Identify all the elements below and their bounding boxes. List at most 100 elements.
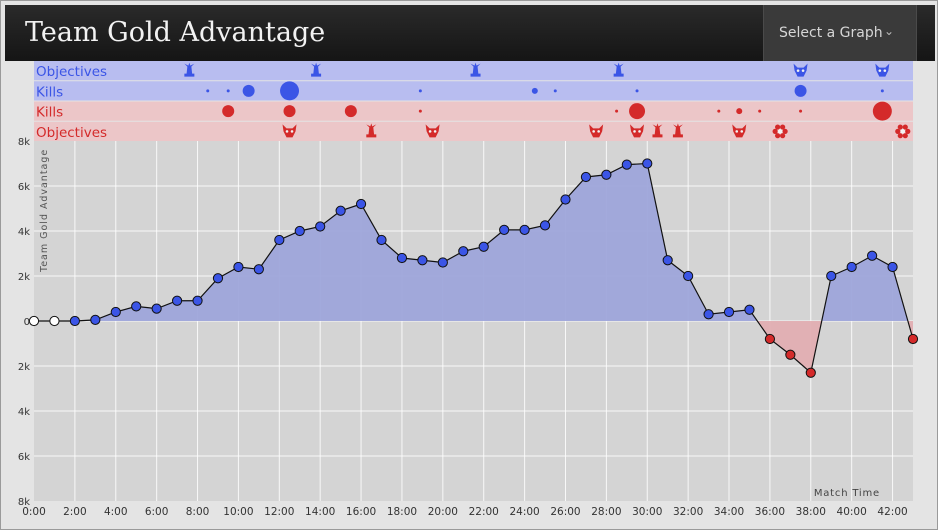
inhibitor-petal: [782, 128, 788, 134]
blue-kill-marker: [880, 89, 884, 93]
dragon-icon: [732, 124, 747, 138]
red-kill-marker: [758, 109, 762, 113]
data-point: [723, 306, 735, 318]
x-tick-label: 2:00: [63, 506, 87, 518]
inhibitor-petal: [775, 133, 781, 139]
monster-eye: [285, 130, 289, 133]
data-point: [253, 264, 264, 275]
data-point: [846, 261, 857, 273]
tower-shape: [470, 62, 481, 76]
monster-eye: [290, 130, 294, 133]
monster-eye: [801, 69, 805, 72]
chevron-down-icon: ⌄: [884, 24, 895, 38]
y-tick-label: 2k: [18, 362, 30, 373]
monster-eye: [597, 130, 600, 133]
x-tick-label: 20:00: [428, 506, 458, 518]
y-tick-label: 6k: [18, 452, 30, 463]
data-point: [785, 349, 796, 360]
inhibitor-icon: [772, 124, 788, 139]
monster-eye: [878, 69, 882, 72]
monster-eye: [735, 130, 739, 133]
x-tick-label: 16:00: [346, 506, 376, 518]
inhibitor-petal: [780, 124, 786, 130]
x-tick-label: 4:00: [104, 506, 128, 518]
x-tick-label: 42:00: [877, 506, 907, 518]
data-point: [192, 295, 203, 306]
data-point: [335, 205, 346, 216]
blue-kill-marker: [635, 89, 639, 93]
monster-head: [425, 124, 440, 138]
red-kill-marker: [736, 108, 743, 115]
data-point: [90, 314, 101, 325]
dragon-icon: [282, 124, 297, 138]
x-tick-label: 32:00: [673, 506, 703, 518]
lane-band-red-objectives: [34, 121, 913, 141]
x-tick-label: 12:00: [264, 506, 294, 518]
baron-icon: [793, 63, 808, 77]
x-tick-label: 38:00: [796, 506, 826, 518]
data-point: [621, 159, 632, 170]
inhibitor-petal: [897, 133, 903, 139]
blue-kill-marker: [242, 84, 255, 97]
tower-shape: [652, 123, 663, 137]
inhibitor-core: [777, 129, 783, 134]
data-point: [171, 295, 183, 306]
monster-head: [282, 124, 297, 138]
data-point: [499, 224, 510, 235]
data-point: [601, 169, 612, 180]
header-bar: Team Gold Advantage Select a Graph ⌄: [5, 5, 935, 61]
data-point: [212, 273, 224, 284]
data-point: [662, 255, 673, 266]
dragon-icon: [589, 124, 604, 138]
data-point: [642, 158, 653, 169]
tower-icon: [672, 123, 683, 138]
red-kill-marker: [283, 105, 296, 118]
data-point: [826, 270, 837, 282]
x-tick-label: 30:00: [632, 506, 662, 518]
blue-kill-marker: [794, 84, 807, 97]
x-tick-label: 0:00: [22, 506, 46, 518]
tower-base: [613, 73, 624, 77]
y-axis-label: Team Gold Advantage: [39, 149, 50, 273]
tower-icon: [652, 123, 663, 138]
y-tick-label: 4k: [18, 227, 30, 238]
inhibitor-core: [900, 129, 906, 134]
data-point: [294, 225, 305, 237]
lane-band-red-kills: [34, 101, 913, 121]
monster-eye: [740, 130, 744, 133]
data-point: [703, 309, 714, 320]
inhibitor-petal: [902, 124, 908, 130]
blue-kill-marker: [280, 81, 300, 101]
x-tick-label: 36:00: [755, 506, 785, 518]
tower-base: [366, 134, 377, 138]
blue-advantage-area: [34, 163, 913, 321]
data-point: [887, 261, 898, 273]
blue-kill-marker: [531, 87, 538, 94]
monster-eye: [883, 69, 887, 72]
tower-base: [672, 134, 683, 138]
baron-icon: [630, 124, 645, 138]
lane-label-blue-objectives: Objectives: [36, 64, 107, 80]
tower-shape: [311, 62, 322, 76]
inhibitor-petal: [775, 124, 781, 130]
data-point: [69, 315, 80, 327]
baron-icon: [875, 63, 890, 77]
tower-icon: [366, 123, 377, 138]
data-point: [110, 306, 121, 318]
x-tick-label: 24:00: [509, 506, 539, 518]
x-tick-label: 40:00: [837, 506, 867, 518]
blue-kill-marker: [226, 89, 230, 93]
lane-label-red-objectives: Objectives: [36, 125, 107, 141]
x-tick-label: 18:00: [387, 506, 417, 518]
data-point: [867, 250, 878, 261]
monster-head: [875, 63, 890, 77]
y-tick-label: 8k: [18, 137, 30, 148]
x-tick-label: 8:00: [186, 506, 210, 518]
select-graph-dropdown[interactable]: Select a Graph ⌄: [763, 5, 917, 61]
tower-base: [184, 73, 195, 77]
inhibitor-petal: [780, 133, 786, 139]
data-point: [458, 246, 469, 257]
data-point: [49, 315, 60, 327]
inhibitor-petal: [905, 128, 911, 134]
